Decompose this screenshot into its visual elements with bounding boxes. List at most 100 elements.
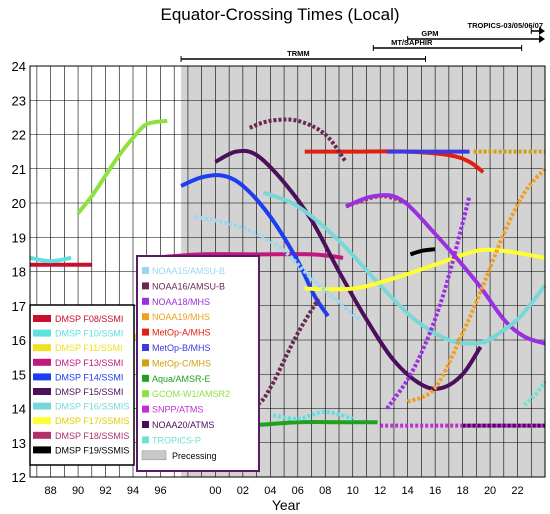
legend-other-box: [136, 255, 260, 472]
legend-entry-dmsp-f15-ssmi: DMSP F15/SSMI: [55, 387, 123, 397]
legend-entry-dmsp-f08-ssmi: DMSP F08/SSMI: [55, 314, 123, 324]
legend-swatch: [33, 315, 51, 322]
x-tick-label: 20: [484, 485, 496, 497]
legend-entry-dmsp-f19-ssmis: DMSP F19/SSMIS: [55, 445, 129, 455]
series-noaa15-amsu-b: [194, 214, 361, 321]
legend-swatch: [33, 373, 51, 381]
x-tick-label: 12: [374, 485, 386, 497]
x-tick-label: 18: [456, 485, 468, 497]
legend-swatch: [142, 421, 149, 428]
legend-entry-metop-b-mhs: MetOp-B/MHS: [152, 343, 211, 353]
legend-swatch: [33, 388, 51, 395]
y-tick-label: 12: [12, 470, 26, 485]
x-tick-label: 96: [154, 485, 166, 497]
y-tick-label: 13: [12, 436, 26, 451]
legend-swatch: [142, 282, 149, 290]
legend-swatch: [141, 450, 167, 461]
series-dmsp-f17-ssmis: [304, 247, 546, 292]
legend-swatch: [142, 405, 149, 413]
y-tick-label: 22: [12, 128, 26, 143]
legend-entry-dmsp-f14-ssmi: DMSP F14/SSMI: [55, 372, 123, 382]
series-dmsp-f16-ssmis: [482, 283, 547, 346]
y-tick-label: 23: [12, 93, 26, 108]
legend-entry-noaa18-mhs: NOAA18/MHS: [152, 297, 210, 307]
x-tick-label: 02: [237, 485, 249, 497]
series-noaa16-amsu-b: [248, 117, 348, 164]
legend-swatch: [33, 344, 51, 352]
x-tick-label: 22: [511, 485, 523, 497]
y-tick-label: 20: [12, 196, 26, 211]
legend-entry-dmsp-f10-ssmi: DMSP F10/SSMI: [55, 329, 123, 339]
plot-frame: [29, 65, 546, 478]
legend-entry-gcom-w1-amsr2: GCOM-W1/AMSR2: [152, 389, 230, 399]
series-aqua-amsr-e: [249, 419, 378, 428]
y-tick-label: 16: [12, 333, 26, 348]
series-dmsp-f10-ssmi: [29, 255, 72, 264]
mission-label-gpm: GPM: [421, 29, 438, 38]
mission-arrow: [539, 27, 545, 35]
x-tick-label: 90: [72, 485, 84, 497]
series-dmsp-f10-ssmi: [272, 409, 354, 421]
legend-entry-noaa15-amsu-b: NOAA15/AMSU-B: [152, 266, 225, 276]
legend-swatch: [33, 358, 51, 366]
legend-swatch: [142, 390, 149, 398]
x-tick-label: 92: [99, 485, 111, 497]
x-tick-label: 94: [127, 485, 139, 497]
series-gcom-w1-amsr2: [76, 118, 168, 215]
legend-swatch: [33, 417, 51, 425]
legend-swatch: [142, 297, 149, 305]
legend-swatch: [33, 402, 51, 410]
legend-swatch: [33, 431, 51, 439]
series-noaa19-mhs: [406, 167, 547, 404]
legend-entry-dmsp-f16-ssmis: DMSP F16/SSMIS: [55, 402, 129, 412]
y-tick-label: 14: [12, 402, 26, 417]
chart-title: Equator-Crossing Times (Local): [160, 5, 399, 24]
legend-entry-noaa19-mhs: NOAA19/MHS: [152, 312, 210, 322]
legend-entry-dmsp-f18-ssmis: DMSP F18/SSMIS: [55, 431, 129, 441]
legend-entry-snpp-atms: SNPP/ATMS: [152, 405, 203, 415]
legend-swatch: [142, 313, 149, 321]
x-tick-label: 08: [319, 485, 331, 497]
legend-entry-dmsp-f17-ssmis: DMSP F17/SSMIS: [55, 416, 129, 426]
legend-entry-aqua-amsr-e: Aqua/AMSR-E: [152, 374, 211, 384]
legend-entry-tropics-p: TROPICS-P: [152, 435, 201, 445]
y-axis-ticks: 12 13 14 15 16 17 18 19 20 21 22 23 24: [12, 59, 26, 485]
legend-entry-dmsp-f13-ssmi: DMSP F13/SSMI: [55, 358, 123, 368]
legend-entry-precessing: Precessing: [172, 451, 217, 461]
y-tick-label: 18: [12, 265, 26, 280]
legend-swatch: [142, 267, 149, 274]
series-dmsp-f16-ssmis: [262, 190, 498, 346]
legend-entry-metop-a-mhs: MetOp-A/MHS: [152, 328, 211, 338]
legend-entry-noaa20-atms: NOAA20/ATMS: [152, 420, 214, 430]
x-tick-label: 00: [209, 485, 221, 497]
series-dmsp-f14-ssmi: [180, 173, 330, 318]
legend-swatch: [33, 329, 51, 337]
y-tick-label: 24: [12, 59, 26, 74]
legend-swatch: [142, 359, 149, 367]
legend-dmsp: DMSP F08/SSMI DMSP F10/SSMI DMSP F11/SSMI D…: [29, 304, 135, 466]
x-tick-label: 04: [264, 485, 276, 497]
legend-swatch: [33, 446, 51, 454]
legend-entry-dmsp-f11-ssmi: DMSP F11/SSMI: [55, 343, 123, 353]
legend-other-sensors: NOAA15/AMSU-B NOAA16/AMSU-B NOAA18/MHS NOAA…: [136, 255, 260, 472]
x-tick-label: 06: [292, 485, 304, 497]
legend-swatch: [142, 344, 149, 351]
x-tick-label: 88: [44, 485, 56, 497]
series-dmsp-f19-ssmis: [409, 247, 436, 257]
mission-label-tropics-03-05-06-07: TROPICS-03/05/06/07: [468, 21, 543, 30]
x-tick-label: 16: [429, 485, 441, 497]
y-tick-label: 17: [12, 299, 26, 314]
x-axis-ticks: 88 90 92 94 96 00 02 04 06 08 10 12 14 16 18 20 22: [44, 485, 523, 497]
series-noaa18-mhs: [345, 193, 546, 346]
series-noaa18-mhs: [385, 195, 472, 410]
x-axis-label: Year: [272, 497, 301, 513]
x-tick-label: 10: [347, 485, 359, 497]
mission-label-trmm: TRMM: [287, 49, 310, 58]
mission-arrow: [539, 35, 545, 43]
mission-label-mt-saphir: MT/SAPHIR: [391, 38, 433, 47]
legend-swatch: [142, 328, 149, 336]
legend-swatch: [142, 436, 149, 444]
y-tick-label: 21: [12, 162, 26, 177]
